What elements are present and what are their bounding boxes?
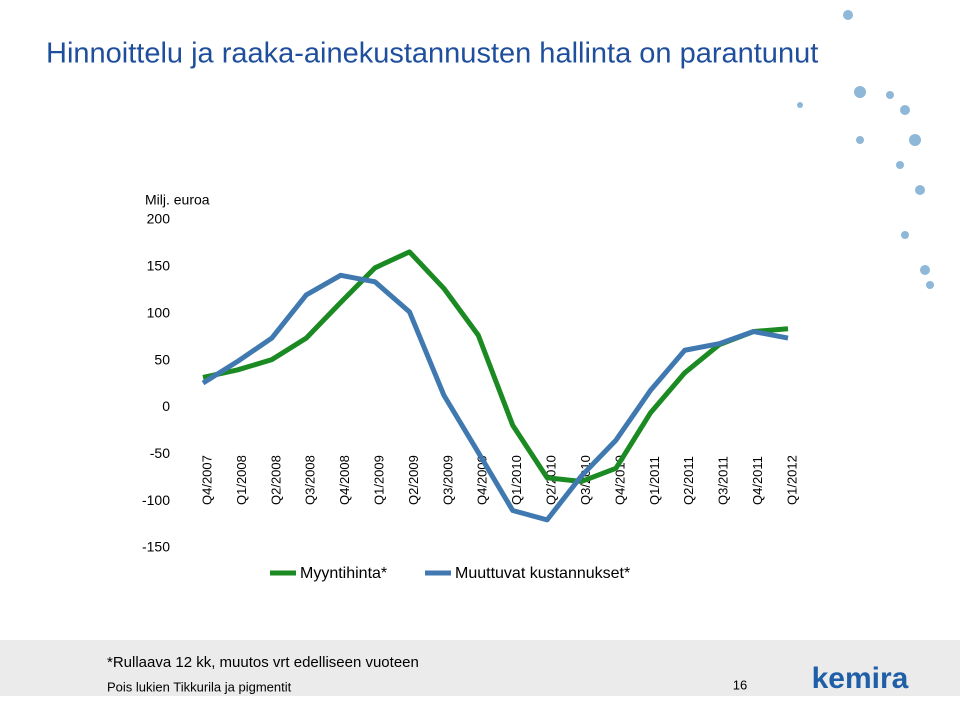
y-tick-label: 100 [147, 304, 171, 320]
y-tick-label: 200 [147, 211, 171, 227]
y-tick-label: -100 [142, 492, 170, 508]
x-tick-label: Q2/2011 [681, 456, 696, 505]
legend-label: Myyntihinta* [300, 565, 387, 582]
x-tick-label: Q1/2012 [784, 455, 799, 505]
footnote: *Rullaava 12 kk, muutos vrt edelliseen v… [107, 654, 419, 671]
y-tick-label: -50 [150, 445, 170, 461]
chart-title: Hinnoittelu ja raaka-ainekustannusten ha… [46, 38, 818, 70]
series-line [202, 249, 789, 484]
x-tick-label: Q1/2010 [509, 455, 524, 505]
x-tick-label: Q4/2007 [199, 455, 214, 505]
x-tick-label: Q3/2009 [440, 455, 455, 505]
series-line [201, 272, 789, 523]
x-tick-label: Q4/2011 [750, 456, 765, 505]
legend-label: Muuttuvat kustannukset* [455, 565, 630, 582]
y-tick-label: 150 [147, 258, 171, 274]
source-note: Pois lukien Tikkurila ja pigmentit [107, 679, 292, 694]
x-tick-label: Q2/2009 [406, 455, 421, 505]
decoration-bubbles [797, 10, 934, 289]
x-tick-label: Q2/2008 [268, 455, 283, 505]
x-tick-label: Q4/2008 [337, 455, 352, 505]
footer-band [0, 640, 960, 696]
x-tick-label: Q1/2011 [647, 456, 662, 505]
y-tick-label: -150 [142, 539, 170, 555]
x-tick-label: Q1/2009 [371, 455, 386, 505]
x-tick-label: Q3/2011 [716, 456, 731, 505]
x-tick-label: Q3/2008 [303, 455, 318, 505]
x-tick-label: Q1/2008 [234, 455, 249, 505]
page-number: 16 [733, 677, 747, 692]
logo: kemira [812, 662, 909, 695]
y-axis-label: Milj. euroa [145, 192, 210, 208]
y-tick-label: 50 [154, 351, 170, 367]
y-tick-label: 0 [162, 398, 170, 414]
